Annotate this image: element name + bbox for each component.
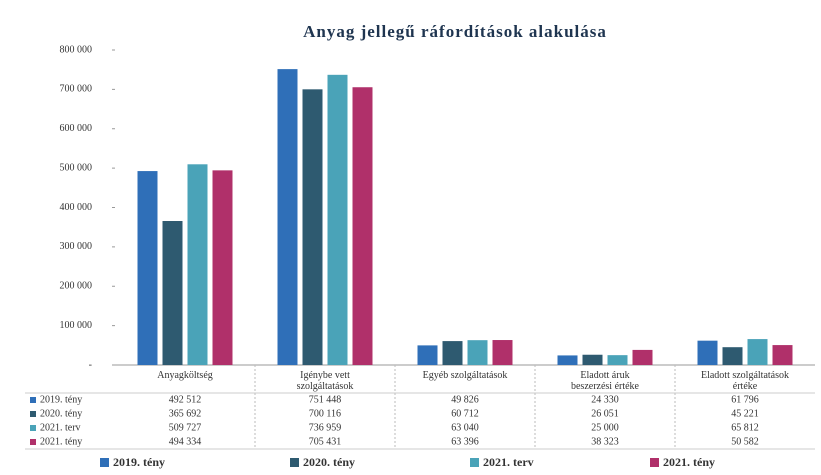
- y-tick-label: 200 000: [60, 281, 93, 292]
- table-value: 60 712: [451, 408, 479, 419]
- x-tick-label: Igénybe vett szolgáltatások: [296, 370, 354, 392]
- legend-label: 2019. tény: [113, 455, 165, 469]
- table-value: 365 692: [169, 408, 202, 419]
- legend-label: 2021. terv: [483, 455, 534, 469]
- y-tick-label: 800 000: [60, 44, 93, 55]
- legend-key: [100, 458, 109, 467]
- legend-label: 2021. tény: [663, 455, 715, 469]
- bar: [277, 69, 298, 366]
- bar: [747, 339, 768, 365]
- table-value: 24 330: [591, 394, 619, 405]
- table-value: 494 334: [169, 436, 202, 447]
- bar: [137, 171, 158, 365]
- bar: [722, 347, 743, 365]
- y-tick-label: 100 000: [60, 320, 93, 331]
- bar: [492, 340, 513, 365]
- x-tick-label: Eladott áruk beszerzési értéke: [570, 370, 639, 392]
- table-value: 509 727: [169, 422, 202, 433]
- table-row-label: 2020. tény: [40, 408, 82, 419]
- bar: [632, 349, 653, 365]
- bar: [162, 221, 183, 365]
- table-value: 736 959: [309, 422, 342, 433]
- table-value: 49 826: [451, 394, 479, 405]
- x-tick-label: Egyéb szolgáltatások: [422, 370, 508, 381]
- bar: [772, 345, 793, 365]
- legend-key: [470, 458, 479, 467]
- table-key: [30, 411, 36, 417]
- y-tick-label: 500 000: [60, 162, 93, 173]
- table-value: 25 000: [591, 422, 619, 433]
- bar: [212, 170, 233, 365]
- table-value: 705 431: [309, 436, 342, 447]
- y-tick-label: 300 000: [60, 241, 93, 252]
- bar: [697, 340, 718, 365]
- table-value: 45 221: [731, 408, 759, 419]
- table-value: 50 582: [731, 436, 759, 447]
- bar: [187, 164, 208, 365]
- table-value: 26 051: [591, 408, 619, 419]
- y-tick-label: 600 000: [60, 123, 93, 134]
- table-key: [30, 397, 36, 403]
- legend-key: [290, 458, 299, 467]
- table-row-label: 2021. terv: [40, 422, 81, 433]
- bar: [557, 355, 578, 365]
- table-row-label: 2019. tény: [40, 394, 82, 405]
- x-tick-label: Eladott szolgáltatások értéke: [700, 370, 790, 392]
- bar: [442, 341, 463, 365]
- table-value: 61 796: [731, 394, 759, 405]
- table-value: 492 512: [169, 394, 202, 405]
- bar: [417, 345, 438, 365]
- bar: [302, 89, 323, 366]
- y-tick-label: -: [89, 359, 92, 370]
- bar: [582, 354, 603, 365]
- table-value: 65 812: [731, 422, 759, 433]
- table-key: [30, 425, 36, 431]
- bar: [607, 355, 628, 365]
- table-value: 700 116: [309, 408, 341, 419]
- table-value: 63 396: [451, 436, 479, 447]
- table-key: [30, 439, 36, 445]
- chart-title: Anyag jellegű ráfordítások alakulása: [303, 22, 607, 41]
- table-row-label: 2021. tény: [40, 436, 82, 447]
- bar: [352, 87, 373, 365]
- y-tick-label: 400 000: [60, 202, 93, 213]
- bar: [467, 340, 488, 365]
- table-value: 63 040: [451, 422, 479, 433]
- y-tick-label: 700 000: [60, 84, 93, 95]
- x-tick-label: Anyagköltség: [157, 370, 213, 381]
- table-value: 38 323: [591, 436, 619, 447]
- bar: [327, 74, 348, 366]
- legend-label: 2020. tény: [303, 455, 355, 469]
- legend-key: [650, 458, 659, 467]
- table-value: 751 448: [309, 394, 342, 405]
